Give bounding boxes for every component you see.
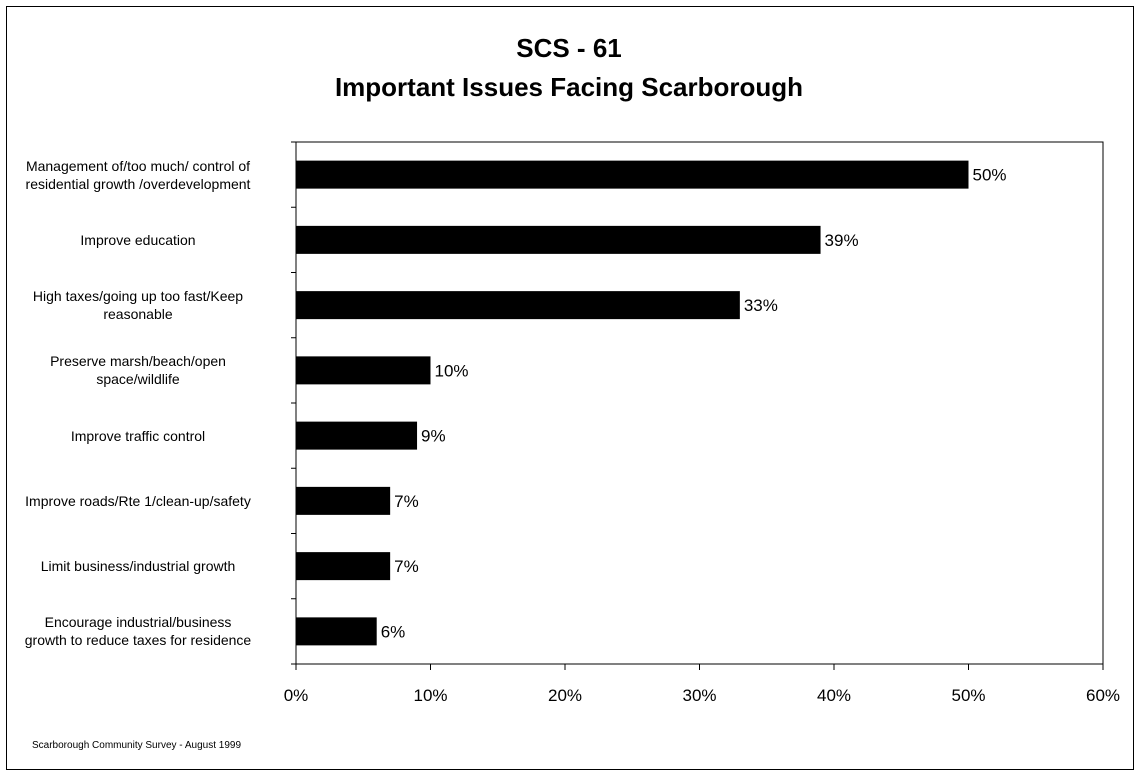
category-label: High taxes/going up too fast/Keep reasona… xyxy=(0,287,283,323)
bar-value-label: 39% xyxy=(825,231,859,250)
category-label-line: Improve roads/Rte 1/clean-up/safety xyxy=(25,492,251,509)
chart-frame xyxy=(6,6,1134,770)
category-label-line: Management of/too much/ control of xyxy=(25,157,251,174)
bar xyxy=(296,486,391,515)
category-label: Improve traffic control xyxy=(0,427,283,445)
source-note: Scarborough Community Survey - August 19… xyxy=(32,740,241,751)
category-label-line: residential growth /overdevelopment xyxy=(25,175,251,192)
category-label-line: Improve education xyxy=(80,231,196,248)
category-label: Encourage industrial/business growth to r… xyxy=(0,613,283,649)
x-tick-label: 0% xyxy=(283,686,309,705)
x-tick-label: 10% xyxy=(413,686,448,705)
category-label-line: reasonable xyxy=(103,306,173,323)
plot-area-border xyxy=(295,141,1104,665)
bar xyxy=(296,421,418,450)
bar-value-label: 33% xyxy=(744,296,778,315)
x-tick-label: 40% xyxy=(816,686,852,705)
chart-title-line-2: Important Issues Facing Scarborough xyxy=(334,72,804,102)
category-label: Preserve marsh/beach/open space/wildlife xyxy=(0,352,283,388)
bar-value-label: 6% xyxy=(381,622,406,641)
bar-value-label: 10% xyxy=(435,361,469,380)
category-label-line: Improve traffic control xyxy=(70,427,206,444)
category-label-line: space/wildlife xyxy=(96,371,180,388)
category-label: Limit business/industrial growth xyxy=(0,557,283,575)
bar xyxy=(296,291,740,320)
bar xyxy=(296,160,969,189)
category-label-line: Limit business/industrial growth xyxy=(40,558,236,575)
x-tick-label: 30% xyxy=(682,686,717,705)
bar-value-label: 7% xyxy=(394,492,419,511)
x-tick-label: 60% xyxy=(1085,686,1121,705)
category-label-line: Preserve marsh/beach/open xyxy=(50,353,226,370)
x-tick-label: 20% xyxy=(547,686,583,705)
bar xyxy=(296,356,431,385)
category-label-line: Encourage industrial/business xyxy=(44,614,232,631)
bar xyxy=(296,617,377,646)
bar xyxy=(296,225,821,254)
category-label-line: High taxes/going up too fast/Keep xyxy=(32,288,244,305)
chart-title-line-1: SCS - 61 xyxy=(516,33,622,63)
category-label-line: growth to reduce taxes for residence xyxy=(24,632,252,649)
bar-value-label: 7% xyxy=(394,557,419,576)
bar-value-label: 9% xyxy=(421,427,446,446)
category-label: Improve education xyxy=(0,231,283,249)
category-label: Management of/too much/ control of reside… xyxy=(0,157,283,193)
bar xyxy=(296,552,391,581)
category-label: Improve roads/Rte 1/clean-up/safety xyxy=(0,492,283,510)
bar-value-label: 50% xyxy=(973,166,1007,185)
x-tick-label: 50% xyxy=(951,686,986,705)
